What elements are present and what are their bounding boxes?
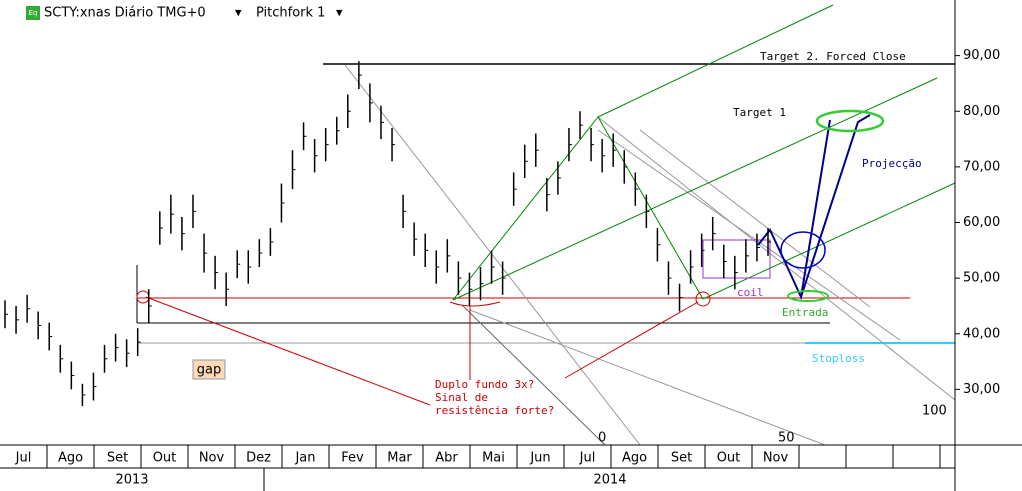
annotation: Sinal de [435, 391, 488, 404]
arrow [564, 301, 699, 379]
x-tick-label: Nov [199, 451, 225, 466]
annotation: coil [737, 286, 764, 299]
x-tick-label: Dez [246, 451, 271, 466]
x-tick-label: Abr [435, 451, 458, 466]
circle [780, 231, 826, 269]
badge [26, 6, 40, 20]
annotation: Target 2. Forced Close [760, 50, 906, 63]
fork-green [452, 77, 938, 301]
chart-subtitle: Pitchfork 1 [256, 6, 325, 21]
fork-line [344, 64, 641, 446]
projection [757, 119, 831, 301]
x-tick-label: Out [153, 451, 177, 466]
fork-label: 100 [922, 404, 947, 419]
x-tick-label: Mar [387, 451, 412, 466]
x-tick-label: Nov [763, 451, 789, 466]
fork-label: 0 [598, 431, 606, 446]
x-tick-label: Jun [529, 451, 550, 466]
x-tick-label: Jan [294, 451, 315, 466]
year-label: 2014 [593, 473, 626, 488]
year-label: 2013 [115, 473, 148, 488]
x-tick-label: Set [107, 451, 128, 466]
circle [815, 109, 885, 133]
y-tick-label: 40,00 [963, 326, 1000, 341]
fork-line [469, 309, 826, 446]
x-tick-label: Ago [58, 451, 83, 466]
x-tick-label: Out [717, 451, 741, 466]
x-tick-label: Ago [622, 451, 647, 466]
annotation: Target 1 [733, 106, 786, 119]
y-tick-label: 80,00 [963, 104, 1000, 119]
annotation: resistência forte? [435, 404, 554, 417]
coil-box [702, 239, 771, 279]
y-tick-label: 30,00 [963, 382, 1000, 397]
y-tick-label: 90,00 [963, 48, 1000, 63]
x-tick-label: Set [671, 451, 692, 466]
fork-line [461, 304, 606, 446]
fork-green [597, 4, 834, 118]
x-tick-label: Jul [579, 451, 596, 466]
y-tick-label: 70,00 [963, 159, 1000, 174]
circle [787, 290, 829, 302]
fork-green [702, 182, 956, 300]
fork-line [639, 129, 871, 308]
x-tick-label: Mai [482, 451, 505, 466]
gap-box [192, 359, 226, 380]
y-tick-label: 50,00 [963, 271, 1000, 286]
fork-line [597, 116, 956, 401]
dropdown[interactable]: ▾ [336, 6, 343, 21]
x-tick-label: Fev [341, 451, 364, 466]
badge-text: Eq [29, 9, 38, 17]
fork-green [452, 116, 704, 301]
y-tick-label: 60,00 [963, 215, 1000, 230]
chart-title: SCTY:xnas Diário TMG+0 [44, 6, 206, 21]
fork-label: 50 [778, 431, 795, 446]
arrow [145, 296, 431, 406]
annotation: gap [197, 363, 221, 378]
dropdown[interactable]: ▾ [235, 6, 242, 21]
fork-line [597, 129, 901, 341]
circle [449, 301, 501, 307]
annotation: Projecção [862, 157, 922, 170]
circle [695, 291, 711, 307]
annotation: Duplo fundo 3x? [435, 378, 534, 391]
annotation: Stoploss [812, 352, 865, 365]
x-tick-label: Jul [15, 451, 32, 466]
annotation: Entrada [782, 306, 828, 319]
